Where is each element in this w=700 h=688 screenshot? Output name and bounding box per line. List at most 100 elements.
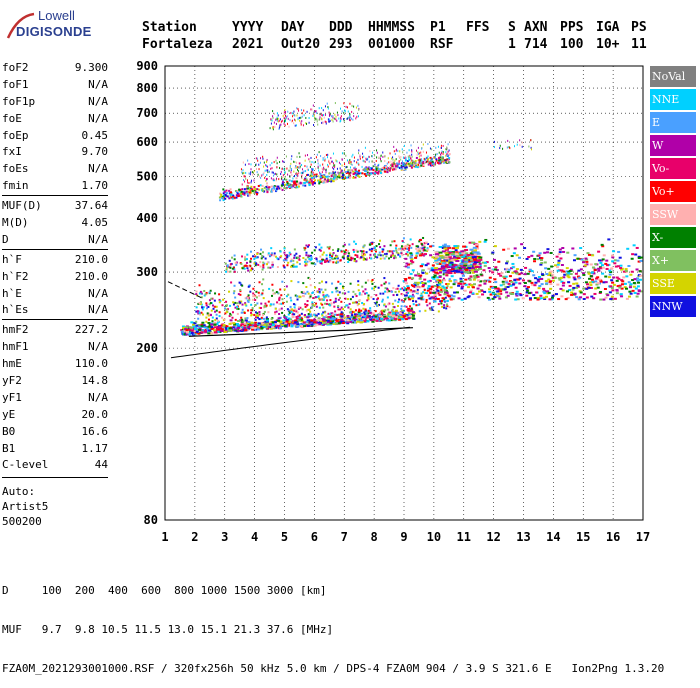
echo-dot <box>440 302 443 305</box>
echo-dot <box>194 326 198 329</box>
echo-dot <box>230 314 233 317</box>
echo-dot <box>528 280 532 283</box>
echo-dot <box>262 306 265 309</box>
echo-dot <box>244 163 246 166</box>
echo-dot <box>338 176 341 179</box>
echo-dot <box>318 107 320 110</box>
echo-dot <box>318 151 320 154</box>
echo-dot <box>277 317 281 320</box>
echo-dot <box>386 250 389 253</box>
echo-dot <box>181 325 185 328</box>
echo-dot <box>478 290 482 293</box>
echo-dot <box>481 293 485 296</box>
echo-dot <box>323 168 325 171</box>
echo-dot <box>355 173 358 176</box>
echo-dot <box>408 163 411 166</box>
echo-dot <box>237 195 240 198</box>
echo-dot <box>232 322 236 325</box>
echo-dot <box>236 320 240 323</box>
x-tick-label: 3 <box>221 530 228 544</box>
echo-dot <box>330 302 333 305</box>
echo-dot <box>378 303 381 306</box>
echo-dot <box>363 315 367 318</box>
echo-dot <box>441 150 443 153</box>
echo-dot <box>404 279 408 282</box>
echo-dot <box>415 163 418 166</box>
echo-dot <box>328 179 331 182</box>
x-tick-label: 1 <box>161 530 168 544</box>
echo-dot <box>428 302 431 305</box>
echo-dot <box>271 167 273 170</box>
echo-dot <box>503 288 507 291</box>
echo-dot <box>530 270 534 273</box>
echo-dot <box>400 246 403 249</box>
echo-dot <box>540 283 544 286</box>
echo-dot <box>423 278 427 281</box>
echo-dot <box>275 179 277 182</box>
echo-dot <box>340 300 343 303</box>
echo-dot <box>359 249 362 252</box>
echo-dot <box>378 163 380 166</box>
echo-dot <box>407 317 411 320</box>
echo-dot <box>246 192 249 195</box>
echo-dot <box>257 263 260 266</box>
header-value: 293 <box>329 37 353 52</box>
param-label: D <box>2 232 9 246</box>
echo-dot <box>230 191 233 194</box>
echo-dot <box>357 171 360 174</box>
param-row: foEp 0.45 <box>2 128 108 145</box>
echo-dot <box>593 269 597 272</box>
echo-dot <box>324 294 327 297</box>
echo-dot <box>243 326 247 329</box>
echo-dot <box>304 315 308 318</box>
y-tick-label: 600 <box>136 135 158 149</box>
echo-dot <box>201 326 205 329</box>
echo-dot <box>611 256 615 259</box>
echo-dot <box>310 182 313 185</box>
echo-dot <box>225 304 228 307</box>
echo-dot <box>530 148 532 151</box>
legend-x-: X+ <box>650 250 696 271</box>
echo-dot <box>265 318 269 321</box>
echo-dot <box>312 323 316 326</box>
echo-dot <box>280 255 283 258</box>
echo-dot <box>382 257 385 260</box>
echo-dot <box>328 313 331 316</box>
echo-dot <box>260 302 263 305</box>
echo-dot <box>326 319 330 322</box>
echo-dot <box>276 162 278 165</box>
echo-dot <box>632 281 636 284</box>
echo-dot <box>268 287 271 290</box>
echo-dot <box>549 251 553 254</box>
echo-dot <box>441 297 445 300</box>
echo-dot <box>359 157 361 160</box>
echo-dot <box>233 258 236 261</box>
echo-dot <box>348 317 352 320</box>
echo-dot <box>304 305 307 308</box>
echo-dot <box>243 267 246 270</box>
echo-dot <box>577 269 581 272</box>
echo-dot <box>259 184 262 187</box>
echo-dot <box>600 264 604 267</box>
echo-dot <box>192 323 196 326</box>
echo-dot <box>493 293 497 296</box>
echo-dot <box>322 321 326 324</box>
echo-dot <box>545 282 549 285</box>
echo-dot <box>376 171 379 174</box>
echo-dot <box>361 314 365 317</box>
echo-dot <box>312 181 315 184</box>
echo-dot <box>430 159 432 162</box>
echo-dot <box>614 265 618 268</box>
echo-dot <box>380 154 382 157</box>
echo-dot <box>243 192 246 195</box>
echo-dot <box>365 172 368 175</box>
echo-dot <box>315 305 318 308</box>
echo-dot <box>300 320 304 323</box>
echo-dot <box>410 166 413 169</box>
echo-dot <box>320 180 323 183</box>
echo-dot <box>330 315 334 318</box>
echo-dot <box>245 326 249 329</box>
echo-dot <box>349 171 352 174</box>
echo-dot <box>262 173 264 176</box>
echo-dot <box>250 171 252 174</box>
